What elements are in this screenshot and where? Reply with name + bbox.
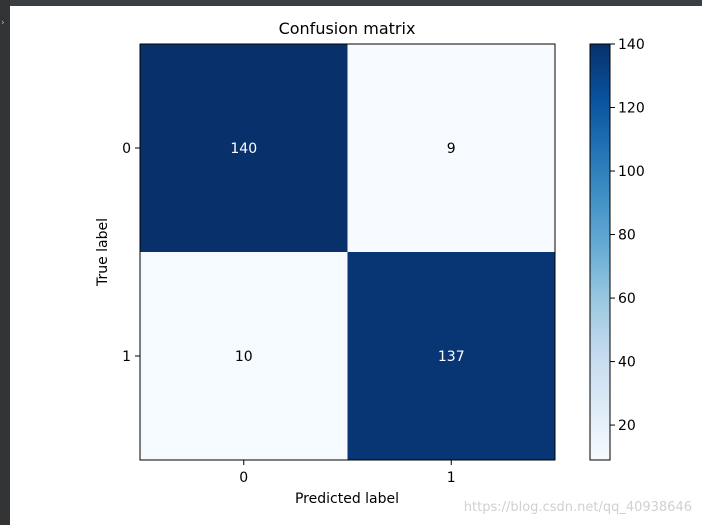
ide-sidebar-strip: › — [0, 0, 10, 525]
x-axis-label: Predicted label — [295, 491, 399, 507]
y-tick-label: 0 — [122, 141, 131, 157]
chart-title: Confusion matrix — [279, 19, 416, 38]
plot-frame — [139, 43, 556, 461]
x-tick-label: 1 — [447, 470, 456, 486]
cell-value-label: 9 — [447, 141, 456, 157]
cell-value-label: 137 — [438, 349, 465, 365]
colorbar-tick-label: 100 — [618, 164, 645, 180]
colorbar-tick-label: 120 — [618, 101, 645, 117]
colorbar-tick-label: 140 — [618, 37, 645, 53]
colorbar-tick-label: 40 — [618, 355, 636, 371]
x-tick-label: 0 — [239, 470, 248, 486]
colorbar-tick-label: 60 — [618, 291, 636, 307]
matrix-cell — [347, 44, 555, 252]
colorbar-tick-label: 20 — [618, 418, 636, 434]
matrix-cell — [140, 252, 348, 460]
cell-value-label: 10 — [235, 349, 253, 365]
confusion-matrix-chart: Confusion matrix 140 910 137 0 101 Predicte… — [95, 19, 645, 507]
matrix-cell — [347, 252, 555, 460]
colorbar-tick-label: 80 — [618, 228, 636, 244]
y-axis-label: True label — [95, 218, 111, 287]
chevron-right-icon[interactable]: › — [1, 18, 5, 28]
y-tick-label: 1 — [122, 349, 131, 365]
colorbar — [589, 43, 611, 461]
watermark: https://blog.csdn.net/qq_40938646 — [463, 500, 692, 515]
matrix-cell — [140, 44, 348, 252]
ide-top-bar — [10, 0, 702, 6]
cell-value-label: 140 — [230, 141, 257, 157]
